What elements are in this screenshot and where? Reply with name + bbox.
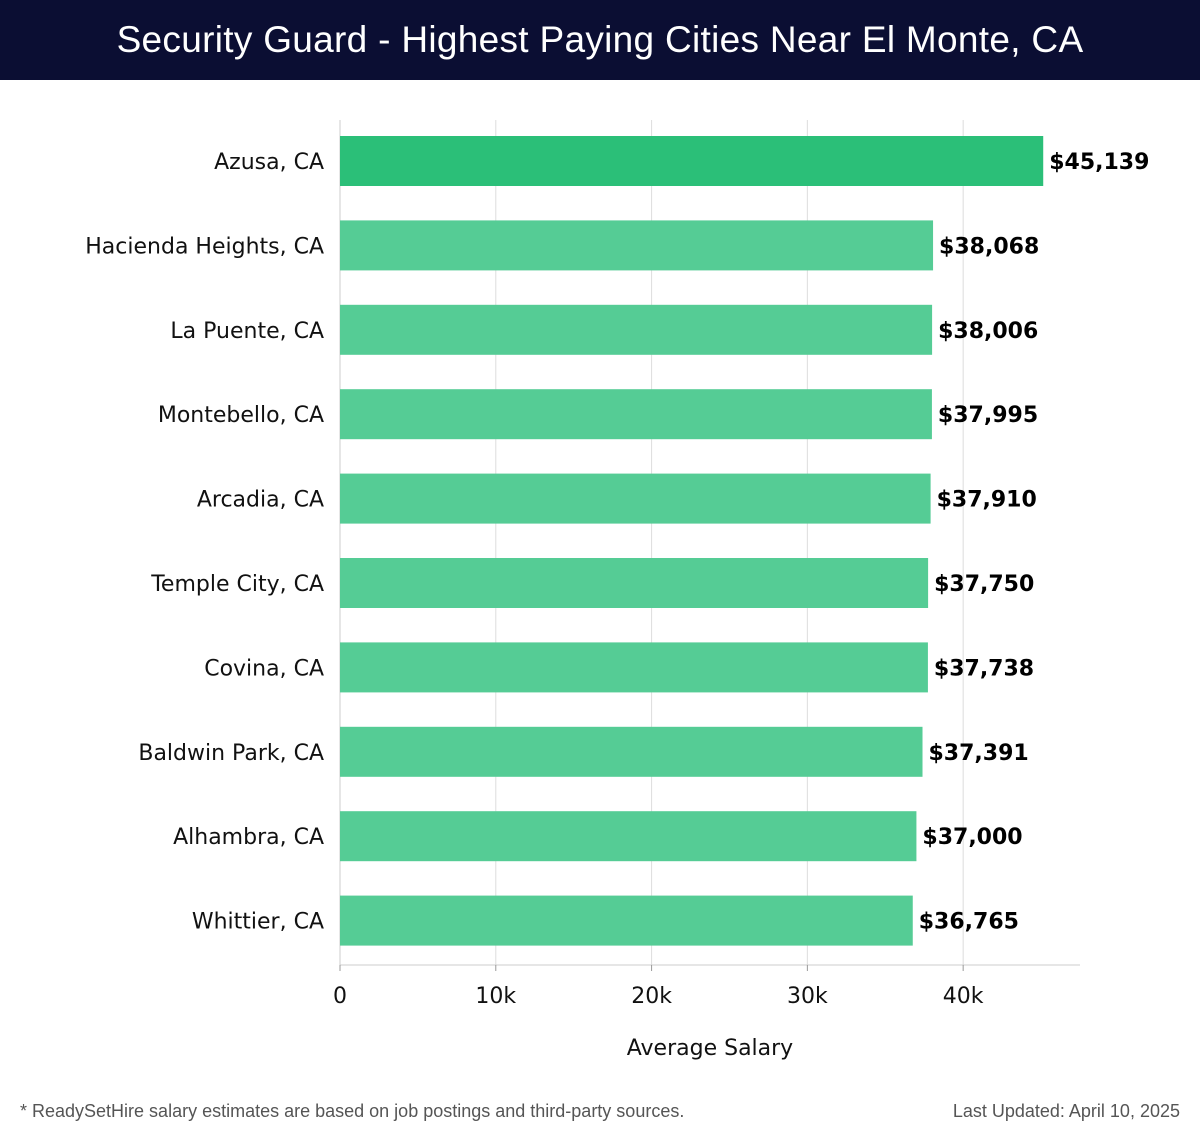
x-tick-label: 40k: [943, 984, 984, 1009]
value-label: $37,750: [934, 572, 1034, 597]
x-tick-label: 20k: [631, 984, 672, 1009]
category-label: Covina, CA: [204, 656, 324, 681]
bar-3[interactable]: [340, 304, 933, 355]
category-label: Whittier, CA: [192, 910, 324, 935]
value-label: $38,068: [939, 234, 1039, 259]
category-label: Azusa, CA: [214, 150, 324, 175]
bar-10[interactable]: [340, 895, 913, 946]
value-label: $37,391: [929, 741, 1029, 766]
x-tick-label: 30k: [787, 984, 828, 1009]
category-label: Arcadia, CA: [197, 488, 324, 513]
category-label: Temple City, CA: [150, 572, 324, 597]
category-label: Montebello, CA: [158, 403, 324, 428]
value-label: $37,000: [922, 825, 1022, 850]
bar-6[interactable]: [340, 558, 929, 608]
bar-2[interactable]: [340, 220, 934, 271]
footer-disclaimer: * ReadySetHire salary estimates are base…: [20, 1101, 685, 1121]
category-label: Hacienda Heights, CA: [85, 234, 324, 259]
x-tick-label: 0: [333, 984, 347, 1009]
value-label: $45,139: [1049, 150, 1149, 175]
bar-1[interactable]: [340, 136, 1044, 186]
last-updated: Last Updated: April 10, 2025: [952, 1101, 1180, 1121]
bar-5[interactable]: [340, 473, 931, 524]
value-label: $36,765: [919, 910, 1019, 935]
page-title: Security Guard - Highest Paying Cities N…: [116, 19, 1084, 60]
bar-4[interactable]: [340, 389, 932, 440]
bar-7[interactable]: [340, 642, 928, 693]
value-label: $38,006: [938, 319, 1038, 344]
category-label: La Puente, CA: [170, 319, 324, 344]
category-label: Baldwin Park, CA: [138, 741, 324, 766]
x-axis-title: Average Salary: [627, 1036, 793, 1061]
x-tick-label: 10k: [475, 984, 516, 1009]
header-bar: Security Guard - Highest Paying Cities N…: [0, 0, 1200, 80]
bar-9[interactable]: [340, 811, 917, 862]
bar-8[interactable]: [340, 726, 923, 777]
value-label: $37,995: [938, 403, 1038, 428]
salary-bar-chart: Azusa, CA $45,139 Hacienda Heights, CA $38,…: [85, 120, 1149, 1061]
category-label: Alhambra, CA: [173, 825, 324, 850]
value-label: $37,910: [937, 488, 1037, 513]
value-label: $37,738: [934, 656, 1034, 681]
